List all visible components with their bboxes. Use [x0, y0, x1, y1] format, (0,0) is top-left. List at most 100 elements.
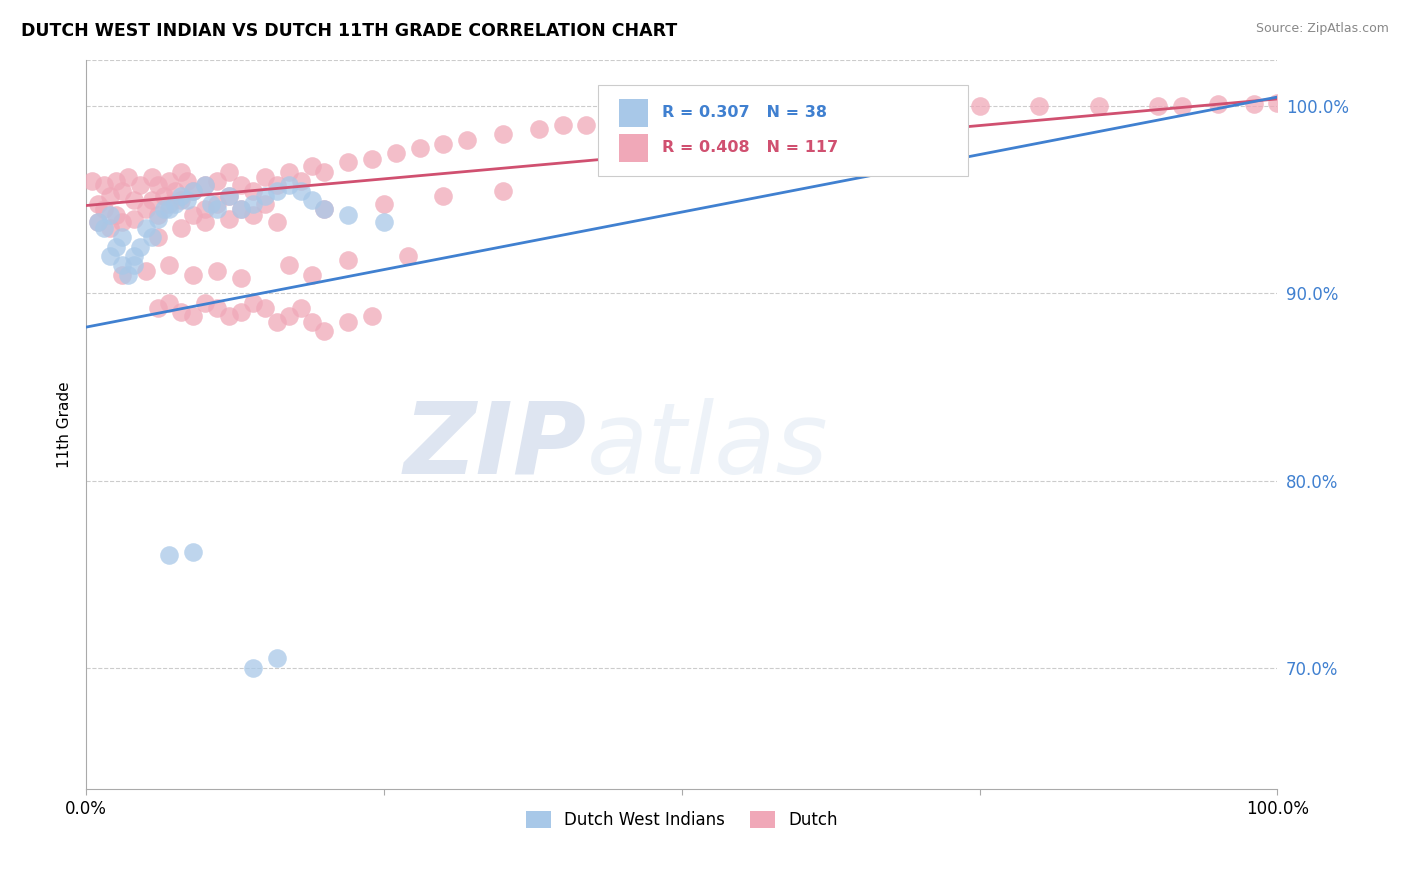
Point — [277, 165, 299, 179]
Text: ZIP: ZIP — [404, 398, 586, 495]
Point — [385, 146, 408, 161]
Point — [242, 660, 264, 674]
Point — [671, 109, 693, 123]
Legend: Dutch West Indians, Dutch: Dutch West Indians, Dutch — [519, 804, 845, 836]
Point — [159, 174, 181, 188]
Point — [122, 193, 145, 207]
Point — [194, 178, 217, 192]
Point — [290, 174, 312, 188]
Point — [290, 184, 312, 198]
Point — [361, 152, 384, 166]
Text: DUTCH WEST INDIAN VS DUTCH 11TH GRADE CORRELATION CHART: DUTCH WEST INDIAN VS DUTCH 11TH GRADE CO… — [21, 22, 678, 40]
Point — [98, 208, 121, 222]
Point — [337, 155, 360, 169]
FancyBboxPatch shape — [619, 99, 648, 127]
Point — [93, 178, 115, 192]
Point — [432, 189, 454, 203]
Point — [141, 230, 163, 244]
Point — [87, 196, 110, 211]
Point — [93, 202, 115, 217]
Point — [135, 221, 157, 235]
Point — [1087, 99, 1109, 113]
Text: R = 0.307   N = 38: R = 0.307 N = 38 — [662, 105, 827, 120]
Point — [253, 196, 276, 211]
Point — [266, 651, 288, 665]
Point — [152, 189, 174, 203]
Point — [242, 295, 264, 310]
Point — [181, 309, 204, 323]
Text: Source: ZipAtlas.com: Source: ZipAtlas.com — [1256, 22, 1389, 36]
Point — [527, 121, 550, 136]
Point — [205, 301, 228, 316]
Point — [218, 211, 240, 226]
Point — [152, 202, 174, 217]
Point — [111, 259, 134, 273]
Point — [104, 240, 127, 254]
Point — [122, 249, 145, 263]
Point — [165, 184, 187, 198]
Point — [932, 101, 955, 115]
Point — [314, 202, 336, 217]
Point — [159, 259, 181, 273]
Point — [159, 549, 181, 563]
Point — [146, 211, 169, 226]
Point — [205, 196, 228, 211]
Point — [1267, 95, 1289, 110]
Point — [98, 249, 121, 263]
Point — [301, 193, 323, 207]
Point — [730, 105, 752, 120]
Point — [194, 215, 217, 229]
Point — [551, 118, 574, 132]
Point — [1171, 99, 1194, 113]
Point — [277, 309, 299, 323]
Point — [361, 309, 384, 323]
Point — [205, 174, 228, 188]
Point — [242, 196, 264, 211]
Point — [122, 211, 145, 226]
Point — [194, 202, 217, 217]
Point — [159, 295, 181, 310]
Point — [301, 314, 323, 328]
Point — [176, 174, 198, 188]
Point — [117, 170, 139, 185]
Point — [135, 202, 157, 217]
Point — [176, 193, 198, 207]
Point — [1028, 99, 1050, 113]
Point — [181, 184, 204, 198]
Point — [170, 193, 193, 207]
Point — [159, 202, 181, 217]
Point — [104, 174, 127, 188]
Point — [194, 295, 217, 310]
Point — [170, 305, 193, 319]
Point — [456, 133, 478, 147]
Point — [181, 268, 204, 282]
Point — [314, 165, 336, 179]
Point — [253, 170, 276, 185]
Point — [266, 184, 288, 198]
Point — [229, 202, 252, 217]
Point — [141, 170, 163, 185]
Point — [337, 252, 360, 267]
Point — [373, 196, 395, 211]
Y-axis label: 11th Grade: 11th Grade — [58, 381, 72, 467]
Point — [181, 544, 204, 558]
Point — [128, 240, 150, 254]
Point — [181, 184, 204, 198]
Point — [218, 309, 240, 323]
Point — [229, 202, 252, 217]
Text: R = 0.408   N = 117: R = 0.408 N = 117 — [662, 140, 838, 155]
Point — [253, 189, 276, 203]
Point — [229, 305, 252, 319]
Point — [229, 271, 252, 285]
Point — [253, 301, 276, 316]
Point — [205, 264, 228, 278]
Point — [170, 165, 193, 179]
Point — [266, 215, 288, 229]
Point — [301, 268, 323, 282]
Text: atlas: atlas — [586, 398, 828, 495]
Point — [111, 184, 134, 198]
Point — [612, 114, 634, 128]
Point — [122, 259, 145, 273]
Point — [117, 268, 139, 282]
Point — [165, 196, 187, 211]
